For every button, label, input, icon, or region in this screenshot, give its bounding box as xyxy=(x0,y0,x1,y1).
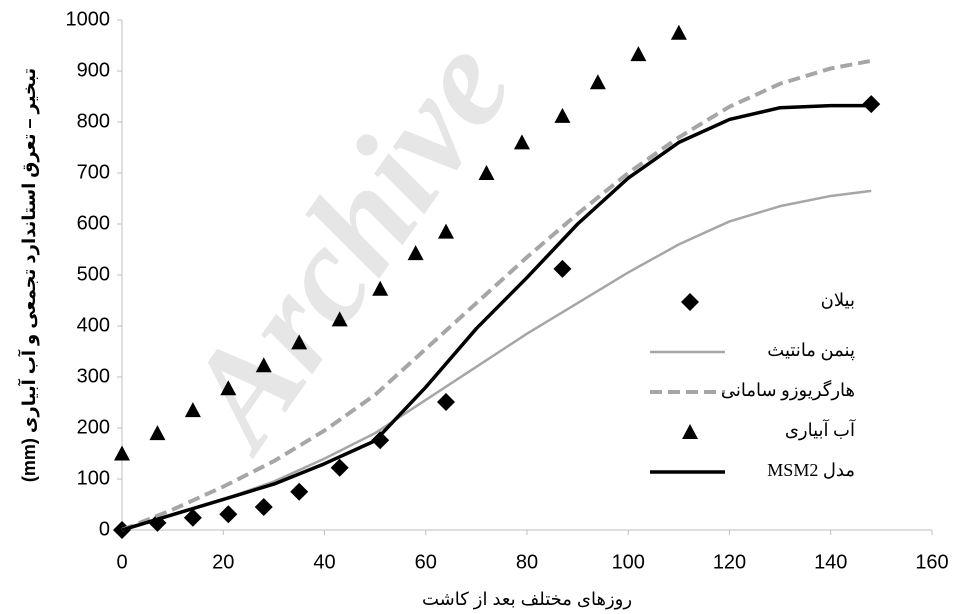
y-tick-label: 200 xyxy=(77,416,110,438)
point xyxy=(670,24,687,40)
point xyxy=(254,498,273,517)
point xyxy=(291,334,308,350)
y-tick-label: 1000 xyxy=(66,8,111,30)
point xyxy=(330,458,349,477)
point xyxy=(114,445,130,461)
point xyxy=(630,46,647,62)
y-tick-label: 100 xyxy=(77,467,110,489)
point xyxy=(255,357,272,373)
x-tick-label: 80 xyxy=(516,551,538,573)
legend-label: بیلان xyxy=(821,290,855,310)
y-tick-label: 700 xyxy=(77,161,110,183)
point xyxy=(290,482,309,501)
x-tick-label: 140 xyxy=(814,551,847,573)
x-tick-label: 160 xyxy=(915,551,948,573)
point xyxy=(371,431,390,450)
x-tick-label: 100 xyxy=(612,551,645,573)
point xyxy=(478,165,495,180)
legend-label: آب آبیاری xyxy=(785,419,856,441)
legend-marker xyxy=(681,293,699,311)
x-tick-label: 40 xyxy=(313,551,335,573)
y-tick-label: 0 xyxy=(99,518,110,540)
y-tick-label: 900 xyxy=(77,59,110,81)
point xyxy=(513,134,530,150)
y-axis-title: تبخیر – تعرق استاندارد تجمعی و آب آبیاری… xyxy=(17,68,40,482)
point xyxy=(437,392,455,411)
x-tick-label: 0 xyxy=(116,551,127,573)
y-tick-label: 800 xyxy=(77,110,110,132)
point xyxy=(372,280,389,296)
y-tick-label: 500 xyxy=(77,263,110,285)
point xyxy=(589,74,606,90)
point xyxy=(553,259,572,278)
x-tick-label: 20 xyxy=(212,551,234,573)
y-tick-label: 400 xyxy=(77,314,110,336)
point xyxy=(183,508,202,527)
y-tick-label: 600 xyxy=(77,212,110,234)
point xyxy=(438,223,454,239)
line xyxy=(121,58,872,532)
x-axis-title: روزهای مختلف بعد از کاشت xyxy=(422,589,632,610)
y-tick-label: 300 xyxy=(77,365,110,387)
legend-label: پنمن مانتیث xyxy=(767,340,855,361)
line xyxy=(121,103,872,532)
legend-label: هارگریوزو سامانی xyxy=(721,379,855,401)
x-tick-label: 120 xyxy=(713,551,746,573)
point xyxy=(149,425,166,441)
point xyxy=(331,311,348,327)
x-tick-label: 60 xyxy=(415,551,437,573)
watermark: Archive xyxy=(151,13,541,478)
point xyxy=(184,402,201,418)
point xyxy=(554,107,571,123)
legend-marker xyxy=(682,424,698,439)
point xyxy=(219,505,238,524)
point xyxy=(220,380,237,396)
legend-label: مدل MSM2 xyxy=(767,460,855,480)
point xyxy=(407,245,424,261)
